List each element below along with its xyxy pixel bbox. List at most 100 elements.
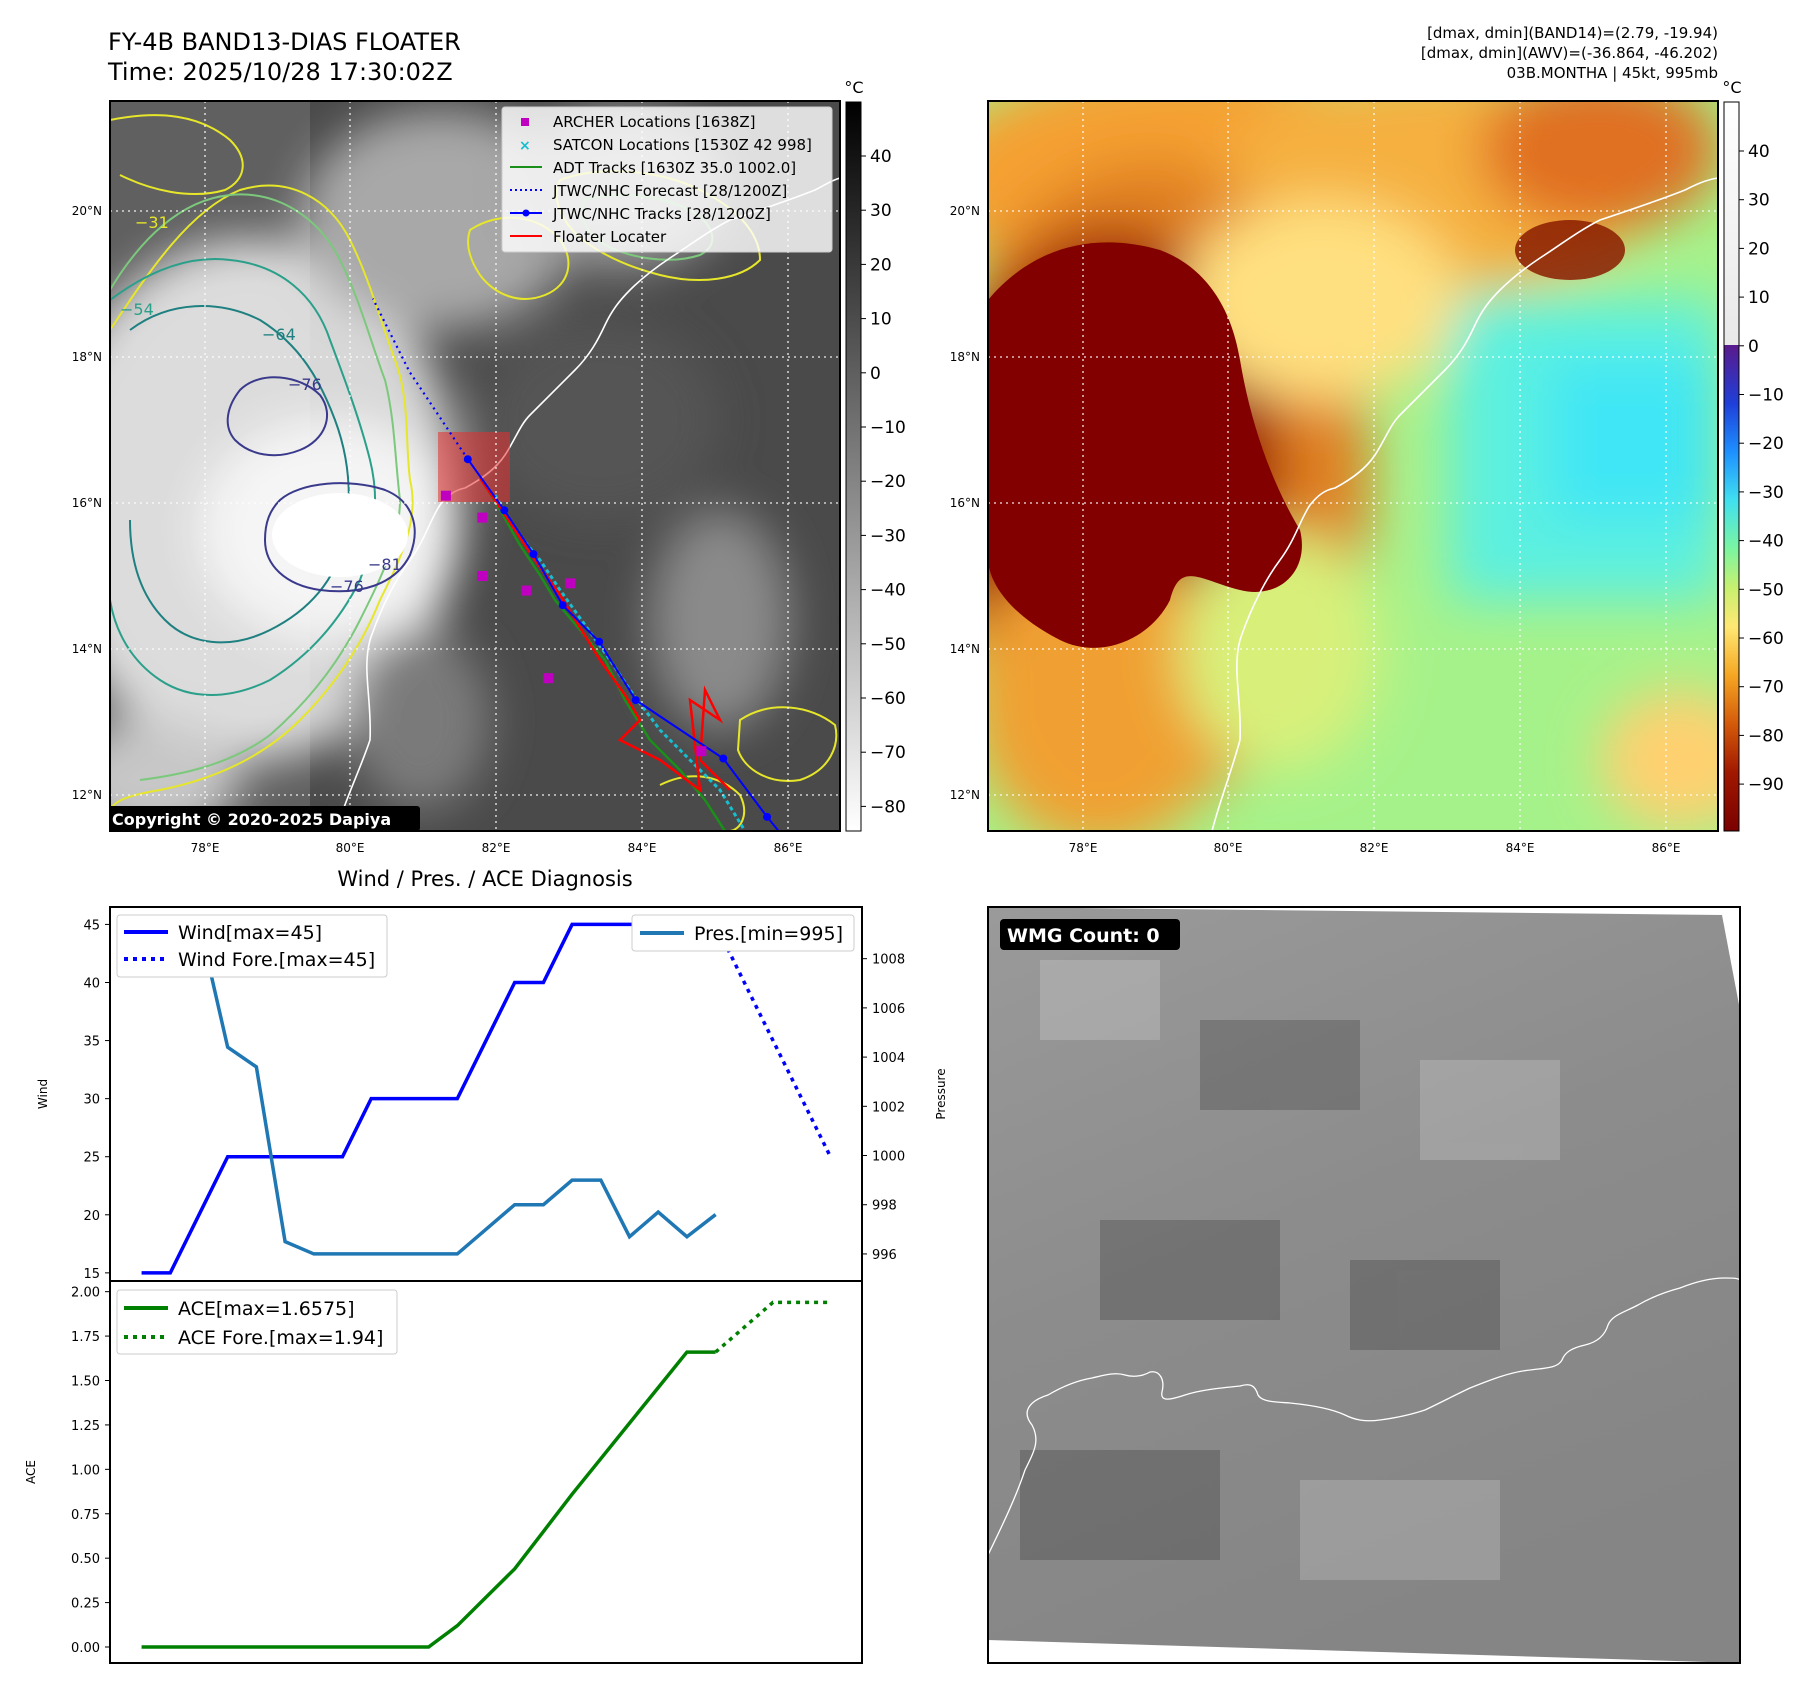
pressure-axis-label: Pressure (934, 1068, 948, 1119)
ace-tick-label: 0.50 (71, 1552, 100, 1567)
wmg-count-text: WMG Count: 0 (1007, 925, 1160, 947)
ir-lat-tick-20: 20°N (72, 204, 102, 218)
ir-lat-tick-14: 14°N (72, 642, 102, 656)
awv-colorbar-tick-label: −90 (1748, 775, 1784, 795)
pressure-tick-label: 1002 (872, 1100, 905, 1115)
ace-forecast-line (714, 1300, 831, 1354)
awv-colorbar-tick-label: −80 (1748, 726, 1784, 746)
awv-lon-tick-80: 80°E (1214, 841, 1243, 855)
archer-point (565, 578, 575, 589)
ir-colorbar-tick-label: −20 (870, 472, 906, 492)
ir-lon-tick-86: 86°E (774, 841, 803, 855)
ir-colorbar-tick-label: −50 (870, 635, 906, 655)
ir-colorbar-tick-label: −70 (870, 743, 906, 763)
contour-label-31: −31 (135, 213, 169, 232)
ace-tick-label: 1.25 (71, 1419, 100, 1434)
wind-tick-label: 25 (83, 1151, 100, 1166)
wmg-image-area (988, 907, 1740, 1663)
ir-lat-tick-18: 18°N (72, 350, 102, 364)
figure-title-line1: FY-4B BAND13-DIAS FLOATER (108, 28, 461, 56)
pressure-tick-label: 1006 (872, 1002, 905, 1017)
awv-lat-tick-20: 20°N (950, 204, 980, 218)
wmg-coastline (988, 1277, 1740, 1556)
awv-colorbar-tick-label: −30 (1748, 483, 1784, 503)
ir-lon-tick-82: 82°E (482, 841, 511, 855)
awv-map-gridlines (988, 101, 1718, 831)
archer-legend-icon (521, 118, 529, 126)
ir-colorbar-tick-label: −60 (870, 689, 906, 709)
awv-moist-patch (1515, 220, 1625, 280)
pressure-tick-label: 998 (872, 1199, 897, 1214)
jtwc-track-point (829, 893, 837, 901)
contour-label-54: −54 (120, 300, 154, 319)
ir-colorbar-ticks: 40 30 20 10 0 −10 −20 −30 −40 −50 −60 −70 −80 (861, 147, 906, 817)
pressure-tick-label: 1004 (872, 1051, 905, 1066)
wind-tick-label: 30 (83, 1093, 100, 1108)
ir-lat-tick-16: 16°N (72, 496, 102, 510)
awv-colorbar-tick-label: 0 (1748, 337, 1759, 357)
wmg-count-badge (1000, 919, 1180, 950)
ace-axis-label: ACE (24, 1460, 38, 1484)
storm-info-line3: 03B.MONTHA | 45kt, 995mb (1507, 64, 1718, 82)
legend-jtwc-tracks: JTWC/NHC Tracks [28/1200Z] (552, 205, 771, 223)
pressure-tick-label: 996 (872, 1248, 897, 1263)
archer-point (440, 490, 451, 501)
jtwc-track-point (558, 601, 567, 610)
legend-archer: ARCHER Locations [1638Z] (553, 113, 756, 131)
archer-legend-icon-x: × (519, 138, 531, 154)
ir-map-panel: −76 −64 −54 −31 −81 −76 Copyright © 2020… (72, 78, 906, 901)
awv-colorbar-upper (1724, 102, 1739, 345)
legend-wind-fore: Wind Fore.[max=45] (178, 949, 375, 971)
figure-title-line2: Time: 2025/10/28 17:30:02Z (107, 58, 453, 86)
jtwc-track-point (463, 455, 472, 464)
ace-tick-label: 1.75 (71, 1330, 100, 1345)
contour-label-64: −64 (262, 325, 296, 344)
ace-tick-label: 1.00 (71, 1463, 100, 1478)
awv-map-panel: 78°E 80°E 82°E 84°E 86°E 20°N 18°N 16°N … (950, 78, 1784, 855)
legend-floater: Floater Locater (553, 228, 667, 246)
ir-colorbar-tick-label: 30 (870, 201, 892, 221)
ir-colorbar-tick-label: 10 (870, 310, 892, 330)
awv-lat-tick-12: 12°N (950, 788, 980, 802)
wind-tick-label: 45 (83, 918, 100, 933)
wmg-panel: WMG Count: 0 (987, 906, 1741, 1664)
pressure-legend: Pres.[min=995] (631, 914, 855, 952)
wind-tick-label: 40 (83, 976, 100, 991)
ace-tick-label: 0.00 (71, 1641, 100, 1656)
ir-lon-tick-80: 80°E (336, 841, 365, 855)
awv-colorbar-tick-label: −60 (1748, 629, 1784, 649)
awv-lat-tick-18: 18°N (950, 350, 980, 364)
wmg-panel-frame (987, 906, 1741, 1664)
copyright-badge (110, 806, 420, 831)
ir-colorbar-tick-label: −10 (870, 418, 906, 438)
ace-tick-label: 0.25 (71, 1597, 100, 1612)
diagnosis-chart-title: Wind / Pres. / ACE Diagnosis (337, 867, 632, 891)
wind-series-line (141, 922, 716, 1275)
legend-adt: ADT Tracks [1630Z 35.0 1002.0] (553, 159, 796, 177)
storm-info-line1: [dmax, dmin](BAND14)=(2.79, -19.94) (1427, 24, 1718, 42)
ir-colorbar (845, 101, 862, 832)
ir-lat-tick-12: 12°N (72, 788, 102, 802)
diagnosis-chart-panel: Wind / Pres. / ACE Diagnosis 15 20 25 30 35 4… (24, 867, 948, 1664)
awv-lon-tick-82: 82°E (1360, 841, 1389, 855)
awv-lon-tick-78: 78°E (1069, 841, 1098, 855)
awv-colorbar-tick-label: 10 (1748, 288, 1770, 308)
awv-colorbar-unit: °C (1722, 78, 1741, 97)
awv-map-frame (987, 100, 1719, 832)
legend-satcon: SATCON Locations [1530Z 42 998] (553, 136, 812, 154)
awv-lat-tick-14: 14°N (950, 642, 980, 656)
ir-map-colorfield-boost (110, 101, 310, 831)
legend-jtwc-forecast: JTWC/NHC Forecast [28/1200Z] (552, 182, 787, 200)
ir-colorbar-unit: °C (844, 78, 863, 97)
awv-colorbar-tick-label: 40 (1748, 142, 1770, 162)
wind-tick-label: 20 (83, 1209, 100, 1224)
wind-pressure-plot: 15 20 25 30 35 40 45 996 998 1000 1002 1004 1006 1008 (83, 918, 905, 1281)
archer-point (477, 571, 488, 581)
ace-series-line (141, 1350, 716, 1649)
wind-tick-label: 15 (83, 1267, 100, 1282)
contour-label-81: −81 (368, 555, 402, 574)
ace-legend: ACE[max=1.6575] ACE Fore.[max=1.94] (116, 1289, 398, 1355)
archer-point (696, 746, 707, 757)
ir-colorbar-tick-label: 40 (870, 147, 892, 167)
